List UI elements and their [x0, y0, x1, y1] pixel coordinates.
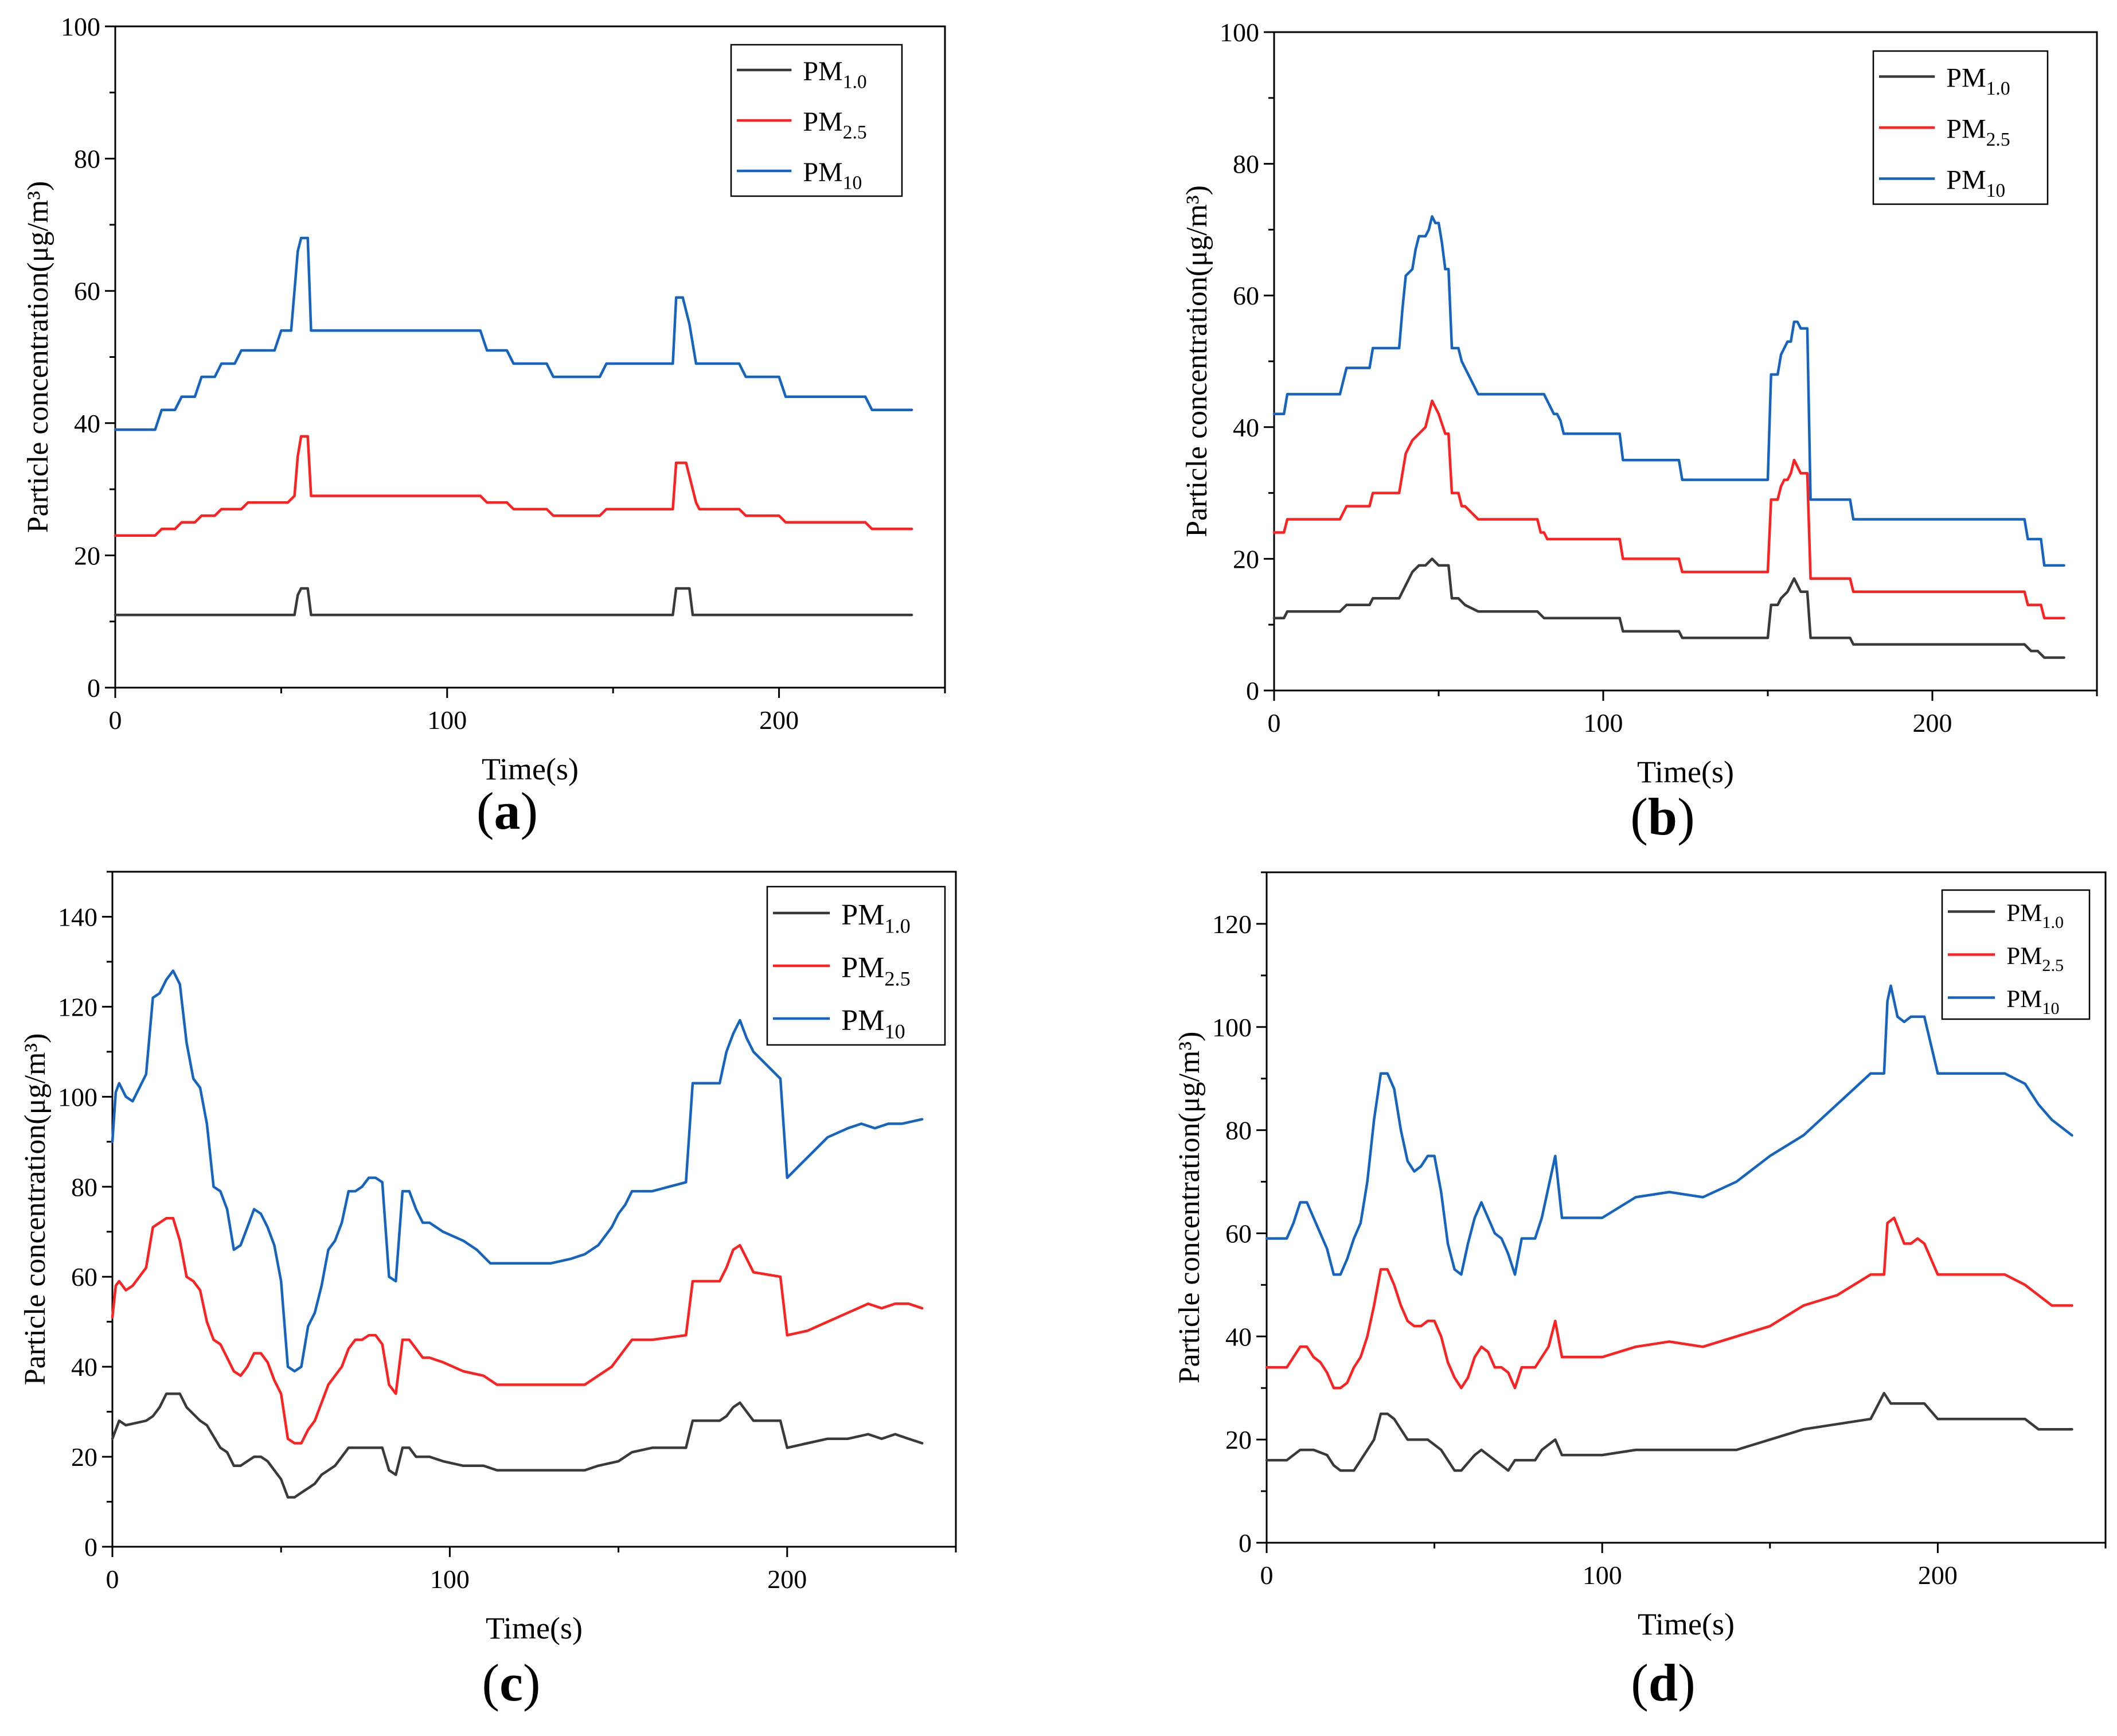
x-axis-label: Time(s): [486, 1611, 583, 1645]
plot-frame: [111, 871, 957, 1548]
legend-label: PM2.5: [2006, 943, 2064, 975]
series-line-pm10: [111, 1392, 924, 1499]
y-tick-label: 20: [1225, 1425, 1252, 1454]
series-line-pm10: [1265, 984, 2073, 1276]
y-tick-label: 20: [74, 541, 100, 570]
y-tick-label: 40: [74, 409, 100, 438]
series-line-pm25: [1265, 1216, 2073, 1390]
x-tick-label: 100: [427, 705, 467, 735]
plot-frame: [1265, 871, 2107, 1544]
x-tick-label: 200: [767, 1565, 807, 1594]
legend: PM1.0 PM2.5 PM10: [1872, 50, 2049, 205]
legend: PM1.0 PM2.5 PM10: [730, 44, 903, 197]
y-tick-label: 80: [1233, 150, 1259, 179]
legend-label: PM1.0: [1946, 63, 2010, 99]
chart-panel-d: 0 100 200 0 20 40 60 80 100 120 Time(s) Particle co…: [1173, 871, 2107, 1712]
legend: PM1.0 PM2.5 PM10: [766, 885, 946, 1046]
chart-panel-a: 0 100 200 0 20 40 60 80 100 Time(s) Particle conce…: [22, 12, 946, 840]
x-tick-label: 100: [1583, 1561, 1622, 1590]
legend: PM1.0 PM2.5 PM10: [1941, 889, 2091, 1020]
y-axis-label: Particle concentration(μg/m³): [19, 1033, 52, 1386]
series-line-pm10: [1265, 1391, 2073, 1472]
y-axis-label: Particle concentration(μg/m³): [1173, 1032, 1206, 1384]
y-tick-label: 0: [1239, 1528, 1252, 1558]
y-tick-label: 80: [71, 1172, 97, 1201]
x-tick-label: 200: [1918, 1561, 1958, 1590]
y-tick-label: 100: [1220, 18, 1259, 47]
y-tick-label: 40: [1233, 413, 1259, 442]
x-tick-label: 200: [759, 705, 799, 735]
y-tick-label: 100: [1212, 1013, 1252, 1042]
legend-label: PM2.5: [841, 951, 911, 990]
series-line-pm10: [114, 236, 913, 431]
legend-label: PM10: [2006, 986, 2059, 1018]
legend-label: PM10: [841, 1004, 905, 1043]
chart-panel-b: 0 100 200 0 20 40 60 80 100 Time(s) Particle conce…: [1181, 18, 2098, 846]
x-axis-label: Time(s): [1637, 755, 1734, 789]
legend-label: PM2.5: [803, 107, 866, 143]
chart-panel-c: 0 100 200 0 20 40 60 80 100 120 140 Time(s) Particle…: [19, 871, 957, 1712]
series-line-pm25: [1272, 399, 2065, 619]
y-tick-label: 40: [71, 1352, 97, 1382]
x-tick-label: 0: [1260, 1561, 1274, 1590]
series-line-pm10: [1272, 215, 2065, 567]
y-tick-label: 120: [58, 992, 97, 1021]
series-line-pm10: [1272, 557, 2065, 659]
series-line-pm10: [111, 969, 924, 1373]
x-tick-label: 200: [1913, 708, 1952, 738]
x-tick-label: 0: [1268, 708, 1281, 738]
y-tick-label: 80: [1225, 1116, 1252, 1145]
y-axis-label: Particle concentration(μg/m³): [1181, 185, 1213, 537]
y-tick-label: 60: [71, 1262, 97, 1292]
series-line-pm25: [114, 435, 913, 537]
y-tick-label: 20: [1233, 544, 1259, 574]
y-tick-label: 100: [58, 1082, 97, 1111]
x-axis-label: Time(s): [1638, 1607, 1735, 1641]
y-tick-label: 60: [74, 276, 100, 306]
y-tick-label: 20: [71, 1442, 97, 1472]
y-tick-label: 60: [1233, 281, 1259, 310]
legend-label: PM10: [803, 157, 862, 193]
panel-caption: (b): [1630, 787, 1694, 846]
series-line-pm10: [114, 587, 913, 617]
panel-caption: (a): [476, 782, 538, 840]
panel-caption: (d): [1631, 1653, 1695, 1712]
legend-label: PM1.0: [803, 56, 866, 92]
x-tick-label: 0: [109, 705, 122, 735]
legend-label: PM1.0: [2006, 900, 2064, 932]
y-tick-label: 0: [84, 1532, 97, 1562]
y-tick-label: 0: [1246, 676, 1259, 705]
x-tick-label: 100: [1584, 708, 1623, 738]
y-tick-label: 60: [1225, 1219, 1252, 1248]
x-tick-label: 100: [430, 1565, 470, 1594]
y-tick-label: 80: [74, 145, 100, 174]
legend-label: PM2.5: [1946, 114, 2010, 150]
series-line-pm25: [111, 1216, 924, 1445]
legend-label: PM1.0: [841, 899, 911, 938]
x-axis-label: Time(s): [482, 752, 579, 786]
legend-label: PM10: [1946, 165, 2005, 201]
y-axis-label: Particle concentration(μg/m³): [22, 181, 54, 533]
y-tick-label: 100: [61, 12, 100, 41]
y-tick-label: 120: [1212, 910, 1252, 939]
y-tick-label: 40: [1225, 1322, 1252, 1351]
y-tick-label: 0: [87, 673, 100, 703]
x-tick-label: 0: [106, 1565, 119, 1594]
y-tick-label: 140: [58, 902, 97, 931]
panel-caption: (c): [482, 1653, 540, 1712]
